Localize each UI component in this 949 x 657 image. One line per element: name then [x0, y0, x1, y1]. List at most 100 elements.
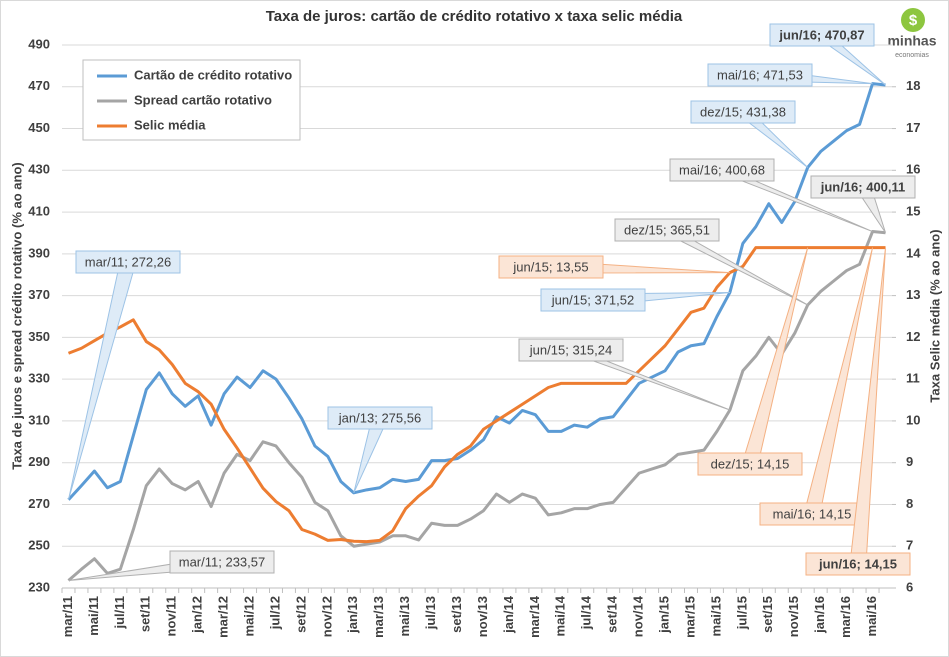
y-tick-label: 350	[28, 329, 50, 344]
callout-label: dez/15; 431,38	[700, 104, 786, 119]
y2-tick-label: 16	[906, 162, 920, 177]
x-tick-label: mai/16	[864, 596, 879, 636]
x-tick-label: mai/12	[241, 596, 256, 636]
callout-label: jun/16; 14,15	[818, 556, 897, 571]
callout: jun/15; 371,52	[540, 288, 730, 312]
x-tick-label: set/14	[605, 595, 620, 633]
y2-axis-title: Taxa Selic média (% ao ano)	[927, 229, 942, 402]
callout-box	[697, 452, 803, 476]
series-line	[67, 82, 886, 501]
callout-box	[769, 23, 875, 47]
callout-label: jun/15; 315,24	[529, 342, 612, 357]
x-tick-label: nov/14	[631, 595, 646, 637]
callout: dez/15; 365,51	[614, 218, 808, 306]
callout-box	[614, 218, 720, 242]
y-tick-label: 410	[28, 204, 50, 219]
callout: mai/16; 471,53	[707, 63, 873, 87]
callout-box	[810, 175, 916, 199]
x-tick-label: jul/15	[734, 596, 749, 630]
callout-label: jan/13; 275,56	[338, 410, 421, 425]
callout: jun/16; 470,87	[769, 23, 886, 86]
x-tick-label: mar/11	[60, 596, 75, 637]
callout-box	[327, 406, 433, 430]
x-tick-label: jan/13	[345, 596, 360, 634]
callout-box	[169, 550, 275, 574]
x-tick-label: mai/14	[553, 595, 568, 636]
x-tick-label: mai/13	[397, 596, 412, 636]
y-tick-label: 390	[28, 245, 50, 260]
x-tick-label: mar/12	[216, 596, 231, 638]
x-tick-label: jan/14	[501, 595, 516, 634]
callout: jun/16; 400,11	[810, 175, 916, 234]
x-tick-label: jan/12	[190, 596, 205, 634]
callout-box	[707, 63, 813, 87]
y2-tick-label: 11	[906, 371, 920, 386]
x-tick-label: mai/15	[708, 596, 723, 636]
x-tick-label: set/15	[760, 596, 775, 633]
callout-label: jun/16; 400,11	[820, 179, 906, 194]
y-tick-label: 310	[28, 412, 50, 427]
x-tick-label: nov/15	[786, 596, 801, 637]
y2-tick-label: 15	[906, 204, 920, 219]
y-tick-label: 270	[28, 496, 50, 511]
callout-label: jun/16; 470,87	[778, 27, 864, 42]
logo-symbol: $	[909, 12, 918, 29]
callout-label: dez/15; 14,15	[711, 456, 790, 471]
x-tick-label: mar/13	[371, 596, 386, 638]
y-tick-label: 470	[28, 78, 50, 93]
x-tick-label: mai/11	[86, 596, 101, 636]
callout-label: mai/16; 400,68	[679, 162, 765, 177]
x-tick-label: nov/13	[475, 596, 490, 637]
x-tick-label: set/13	[449, 596, 464, 633]
y2-tick-label: 9	[906, 454, 913, 469]
y2-tick-label: 12	[906, 329, 920, 344]
x-tick-label: jul/14	[579, 595, 594, 630]
legend-label: Spread cartão rotativo	[134, 92, 272, 107]
x-tick-label: mar/16	[838, 596, 853, 638]
y2-tick-label: 7	[906, 538, 913, 553]
y2-tick-label: 10	[906, 412, 920, 427]
x-tick-label: nov/11	[164, 596, 179, 636]
x-tick-label: jan/15	[656, 596, 671, 634]
x-tick-label: mar/15	[682, 596, 697, 638]
callout: jan/13; 275,56	[327, 406, 433, 494]
y-tick-label: 490	[28, 36, 50, 51]
y2-tick-label: 6	[906, 579, 913, 594]
x-tick-label: jul/13	[423, 596, 438, 630]
callout-box	[805, 552, 911, 576]
y-tick-label: 290	[28, 454, 50, 469]
callout-label: mar/11; 272,26	[85, 254, 171, 269]
y-tick-label: 230	[28, 579, 50, 594]
callout-box	[75, 250, 181, 274]
logo-tagline: economias	[895, 52, 929, 59]
y2-tick-label: 8	[906, 496, 913, 511]
callout-box	[498, 255, 604, 279]
callout-label: jun/15; 13,55	[512, 259, 588, 274]
callout: mar/11; 272,26	[67, 250, 181, 500]
y2-tick-label: 14	[906, 245, 921, 260]
y2-tick-label: 13	[906, 287, 920, 302]
y-tick-label: 330	[28, 371, 50, 386]
logo: $ minhas economias	[887, 8, 937, 59]
callout: mai/16; 400,68	[669, 158, 873, 233]
logo-icon	[901, 8, 925, 32]
legend-label: Cartão de crédito rotativo	[134, 67, 292, 82]
callout: jun/15; 315,24	[518, 338, 731, 411]
y-tick-label: 450	[28, 120, 50, 135]
callout-box	[669, 158, 775, 182]
callout: dez/15; 431,38	[690, 100, 809, 168]
callout: mai/16; 14,15	[759, 247, 874, 526]
y2-tick-label: 17	[906, 120, 920, 135]
callout-label: jun/15; 371,52	[551, 292, 634, 307]
callout-box	[540, 288, 646, 312]
y-axis-title: Taxa de juros e spread crédito rotativo …	[9, 162, 24, 470]
callout: dez/15; 14,15	[697, 247, 809, 476]
chart-title: Taxa de juros: cartão de crédito rotativ…	[266, 8, 683, 25]
callout-label: mar/11; 233,57	[179, 554, 265, 569]
legend: Cartão de crédito rotativo Spread cartão …	[82, 59, 301, 141]
x-tick-label: mar/14	[527, 595, 542, 638]
callout: jun/16; 14,15	[805, 247, 911, 576]
callout-label: mai/16; 14,15	[773, 506, 852, 521]
x-tick-label: set/11	[138, 596, 153, 632]
